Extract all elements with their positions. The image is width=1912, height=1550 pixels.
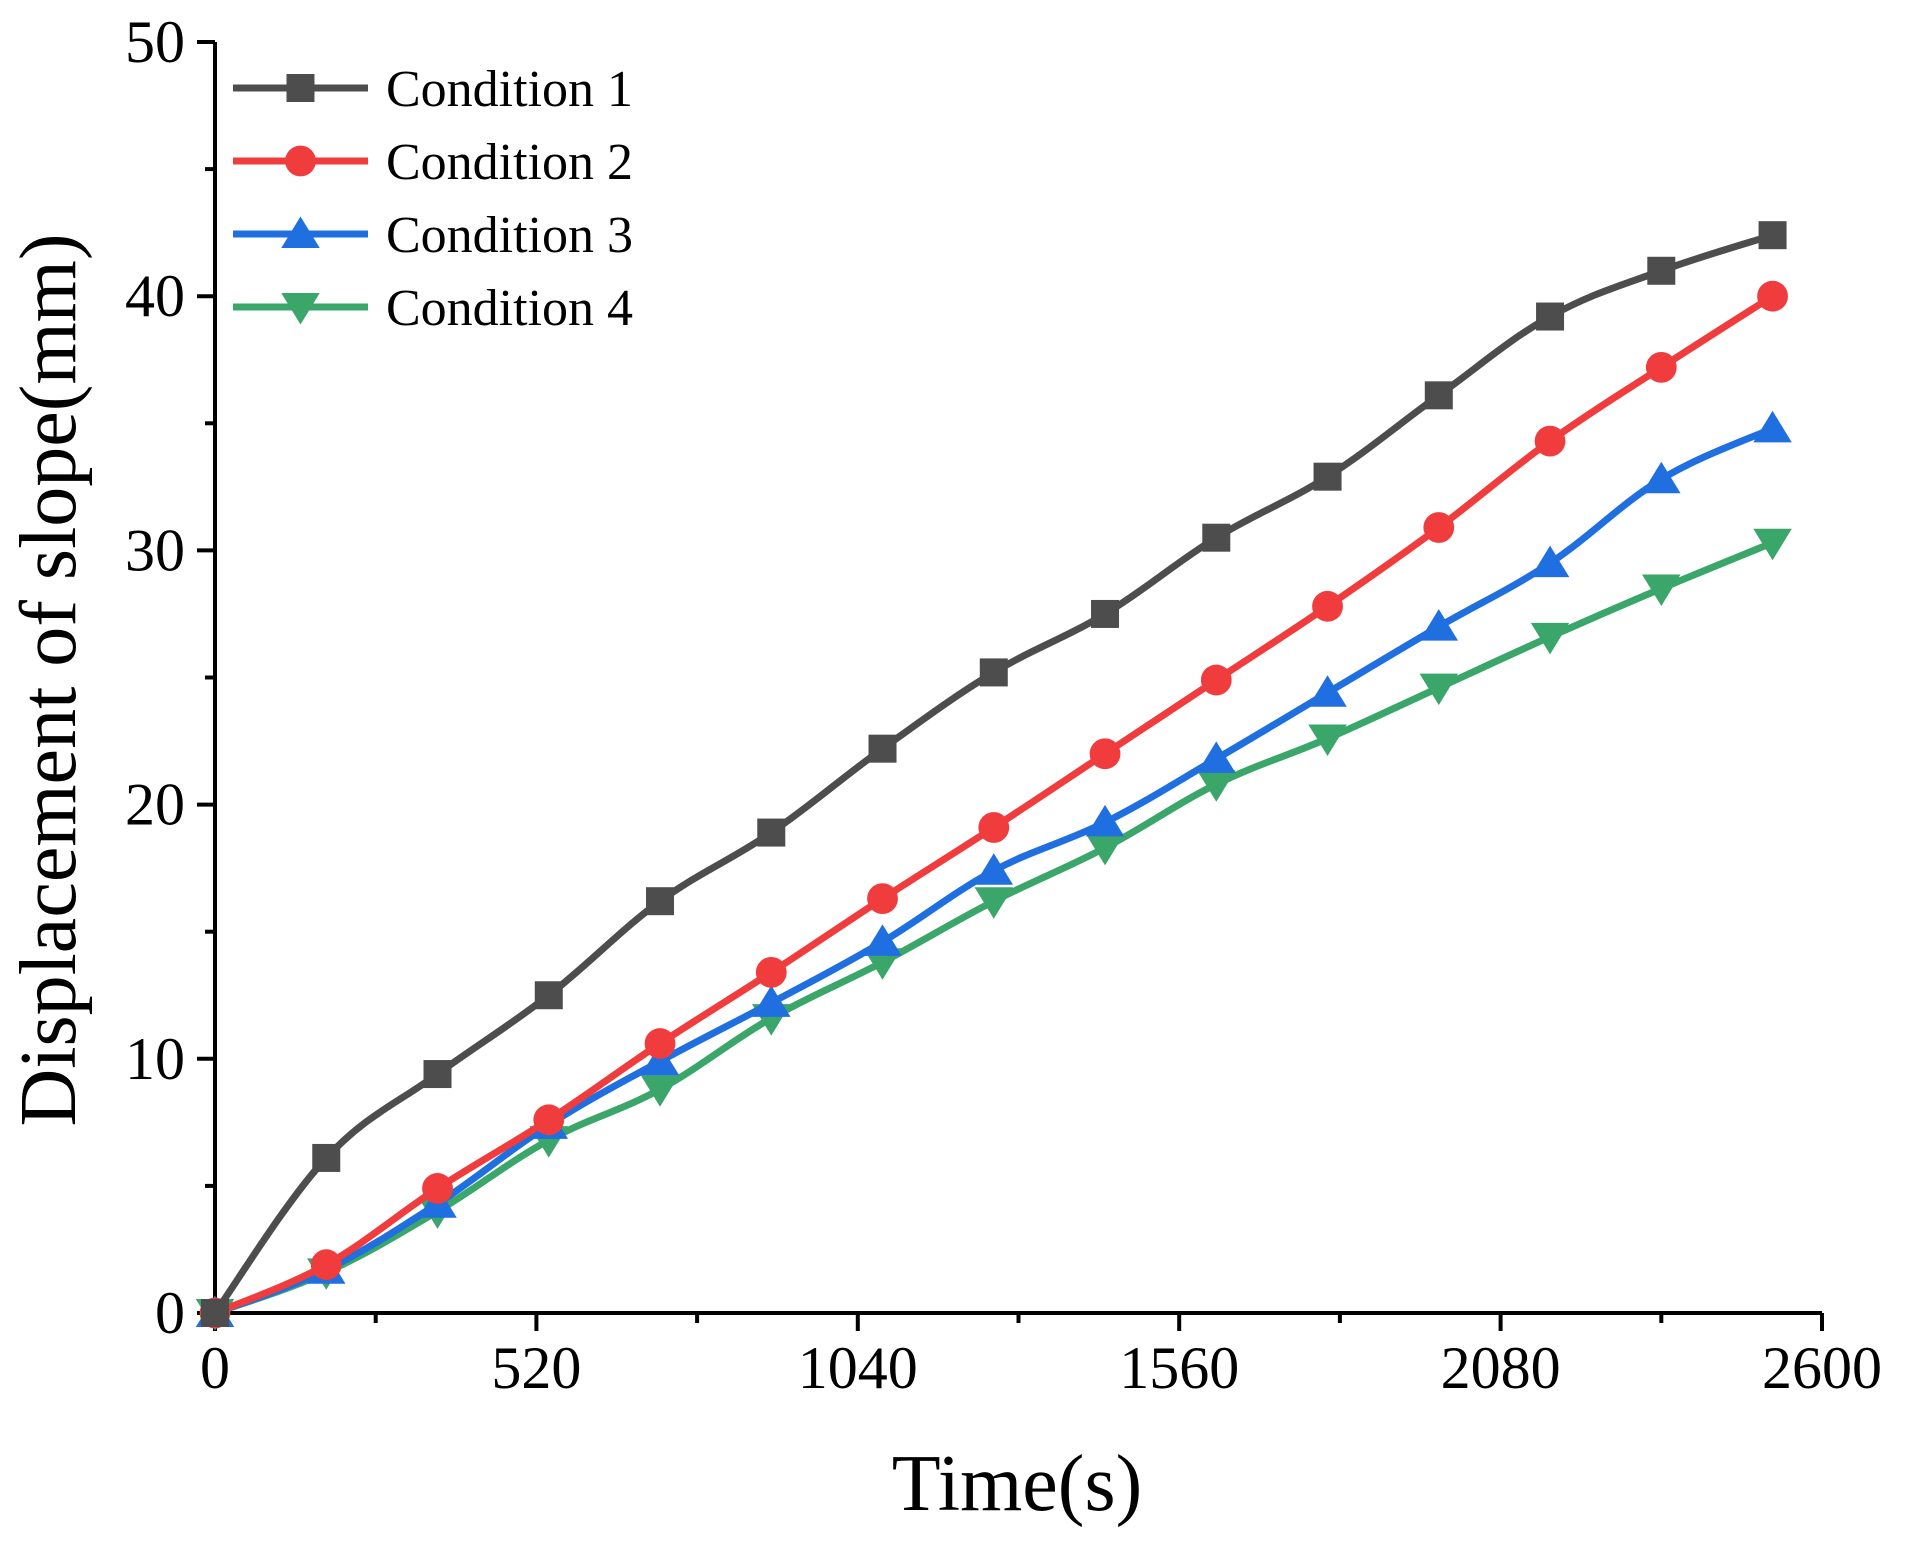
series-3	[195, 410, 1792, 1327]
data-point	[974, 887, 1014, 919]
data-point	[863, 948, 902, 980]
x-tick-label: 1560	[1119, 1335, 1239, 1401]
data-point	[1308, 675, 1347, 707]
data-point	[423, 1060, 452, 1089]
data-point	[312, 1143, 341, 1172]
y-tick-label: 0	[155, 1280, 185, 1346]
legend-item: Condition 2	[233, 134, 633, 191]
y-tick-label: 50	[125, 9, 185, 75]
x-tick-label: 2600	[1762, 1335, 1882, 1401]
x-tick-label: 2080	[1441, 1335, 1561, 1401]
x-tick-label: 520	[491, 1335, 581, 1401]
data-point	[640, 1075, 680, 1107]
legend-marker	[285, 145, 316, 177]
data-point	[1312, 590, 1343, 622]
data-point	[1757, 280, 1788, 312]
data-point	[1536, 302, 1565, 331]
data-point	[534, 981, 563, 1010]
data-point	[1530, 622, 1570, 655]
legend: Condition 1 Condition 2 Condition 3 Conditi…	[233, 61, 633, 337]
series-line	[212, 231, 1774, 1316]
data-point	[1419, 609, 1459, 641]
data-point	[1091, 599, 1120, 628]
x-axis-title: Time(s)	[892, 1440, 1142, 1528]
data-point	[1423, 512, 1455, 543]
legend-marker	[281, 293, 320, 325]
data-point	[867, 883, 898, 915]
data-point	[1758, 221, 1787, 250]
data-point	[533, 1104, 565, 1136]
data-point	[1642, 574, 1681, 607]
data-point	[644, 1028, 676, 1059]
data-point	[979, 658, 1008, 687]
y-axis-title: Displacement of slope(mm)	[5, 233, 93, 1126]
data-point	[646, 887, 675, 916]
data-point	[752, 985, 791, 1017]
data-point	[1534, 425, 1566, 457]
data-point	[1753, 410, 1792, 443]
data-point	[1085, 804, 1125, 837]
data-point	[1197, 770, 1236, 802]
data-point	[1202, 523, 1231, 552]
axes: 0 520 1040 1560 2080 2600 0 10 20 30 40 50	[125, 9, 1882, 1401]
legend-item: Condition 4	[233, 280, 633, 337]
y-tick-label: 10	[125, 1026, 185, 1092]
data-point	[201, 1299, 229, 1327]
data-point	[1647, 256, 1676, 285]
data-point	[1197, 741, 1236, 773]
legend-item: Condition 1	[233, 61, 633, 118]
data-point	[1419, 673, 1459, 706]
legend-label: Condition 1	[386, 61, 633, 118]
data-point	[755, 956, 787, 988]
data-point	[1200, 664, 1232, 696]
data-point	[1530, 545, 1570, 578]
data-point	[1313, 462, 1342, 491]
y-tick-label: 30	[125, 517, 185, 583]
data-point	[1645, 351, 1677, 383]
legend-label: Condition 3	[386, 207, 633, 264]
data-point	[757, 818, 786, 847]
data-point	[974, 853, 1014, 885]
x-tick-label: 0	[200, 1335, 230, 1401]
data-point	[978, 812, 1010, 843]
y-tick-label: 40	[125, 263, 185, 329]
series-2	[199, 280, 1788, 1329]
legend-item: Condition 3	[233, 207, 633, 264]
series-layer	[195, 221, 1792, 1331]
legend-marker	[281, 216, 320, 248]
data-point	[1308, 724, 1347, 757]
data-point	[863, 924, 902, 956]
data-point	[422, 1173, 453, 1204]
y-tick-label: 20	[125, 772, 185, 838]
series-1	[201, 221, 1787, 1327]
legend-label: Condition 4	[386, 280, 633, 337]
data-point	[640, 1043, 680, 1076]
data-point	[1089, 738, 1121, 770]
data-point	[310, 1249, 342, 1281]
data-point	[1424, 381, 1453, 410]
legend-marker	[286, 74, 315, 102]
legend-label: Condition 2	[386, 134, 633, 191]
data-point	[1085, 833, 1125, 866]
x-tick-label: 1040	[798, 1335, 918, 1401]
data-point	[868, 734, 897, 763]
data-point	[1753, 528, 1792, 561]
data-point	[1642, 461, 1681, 494]
